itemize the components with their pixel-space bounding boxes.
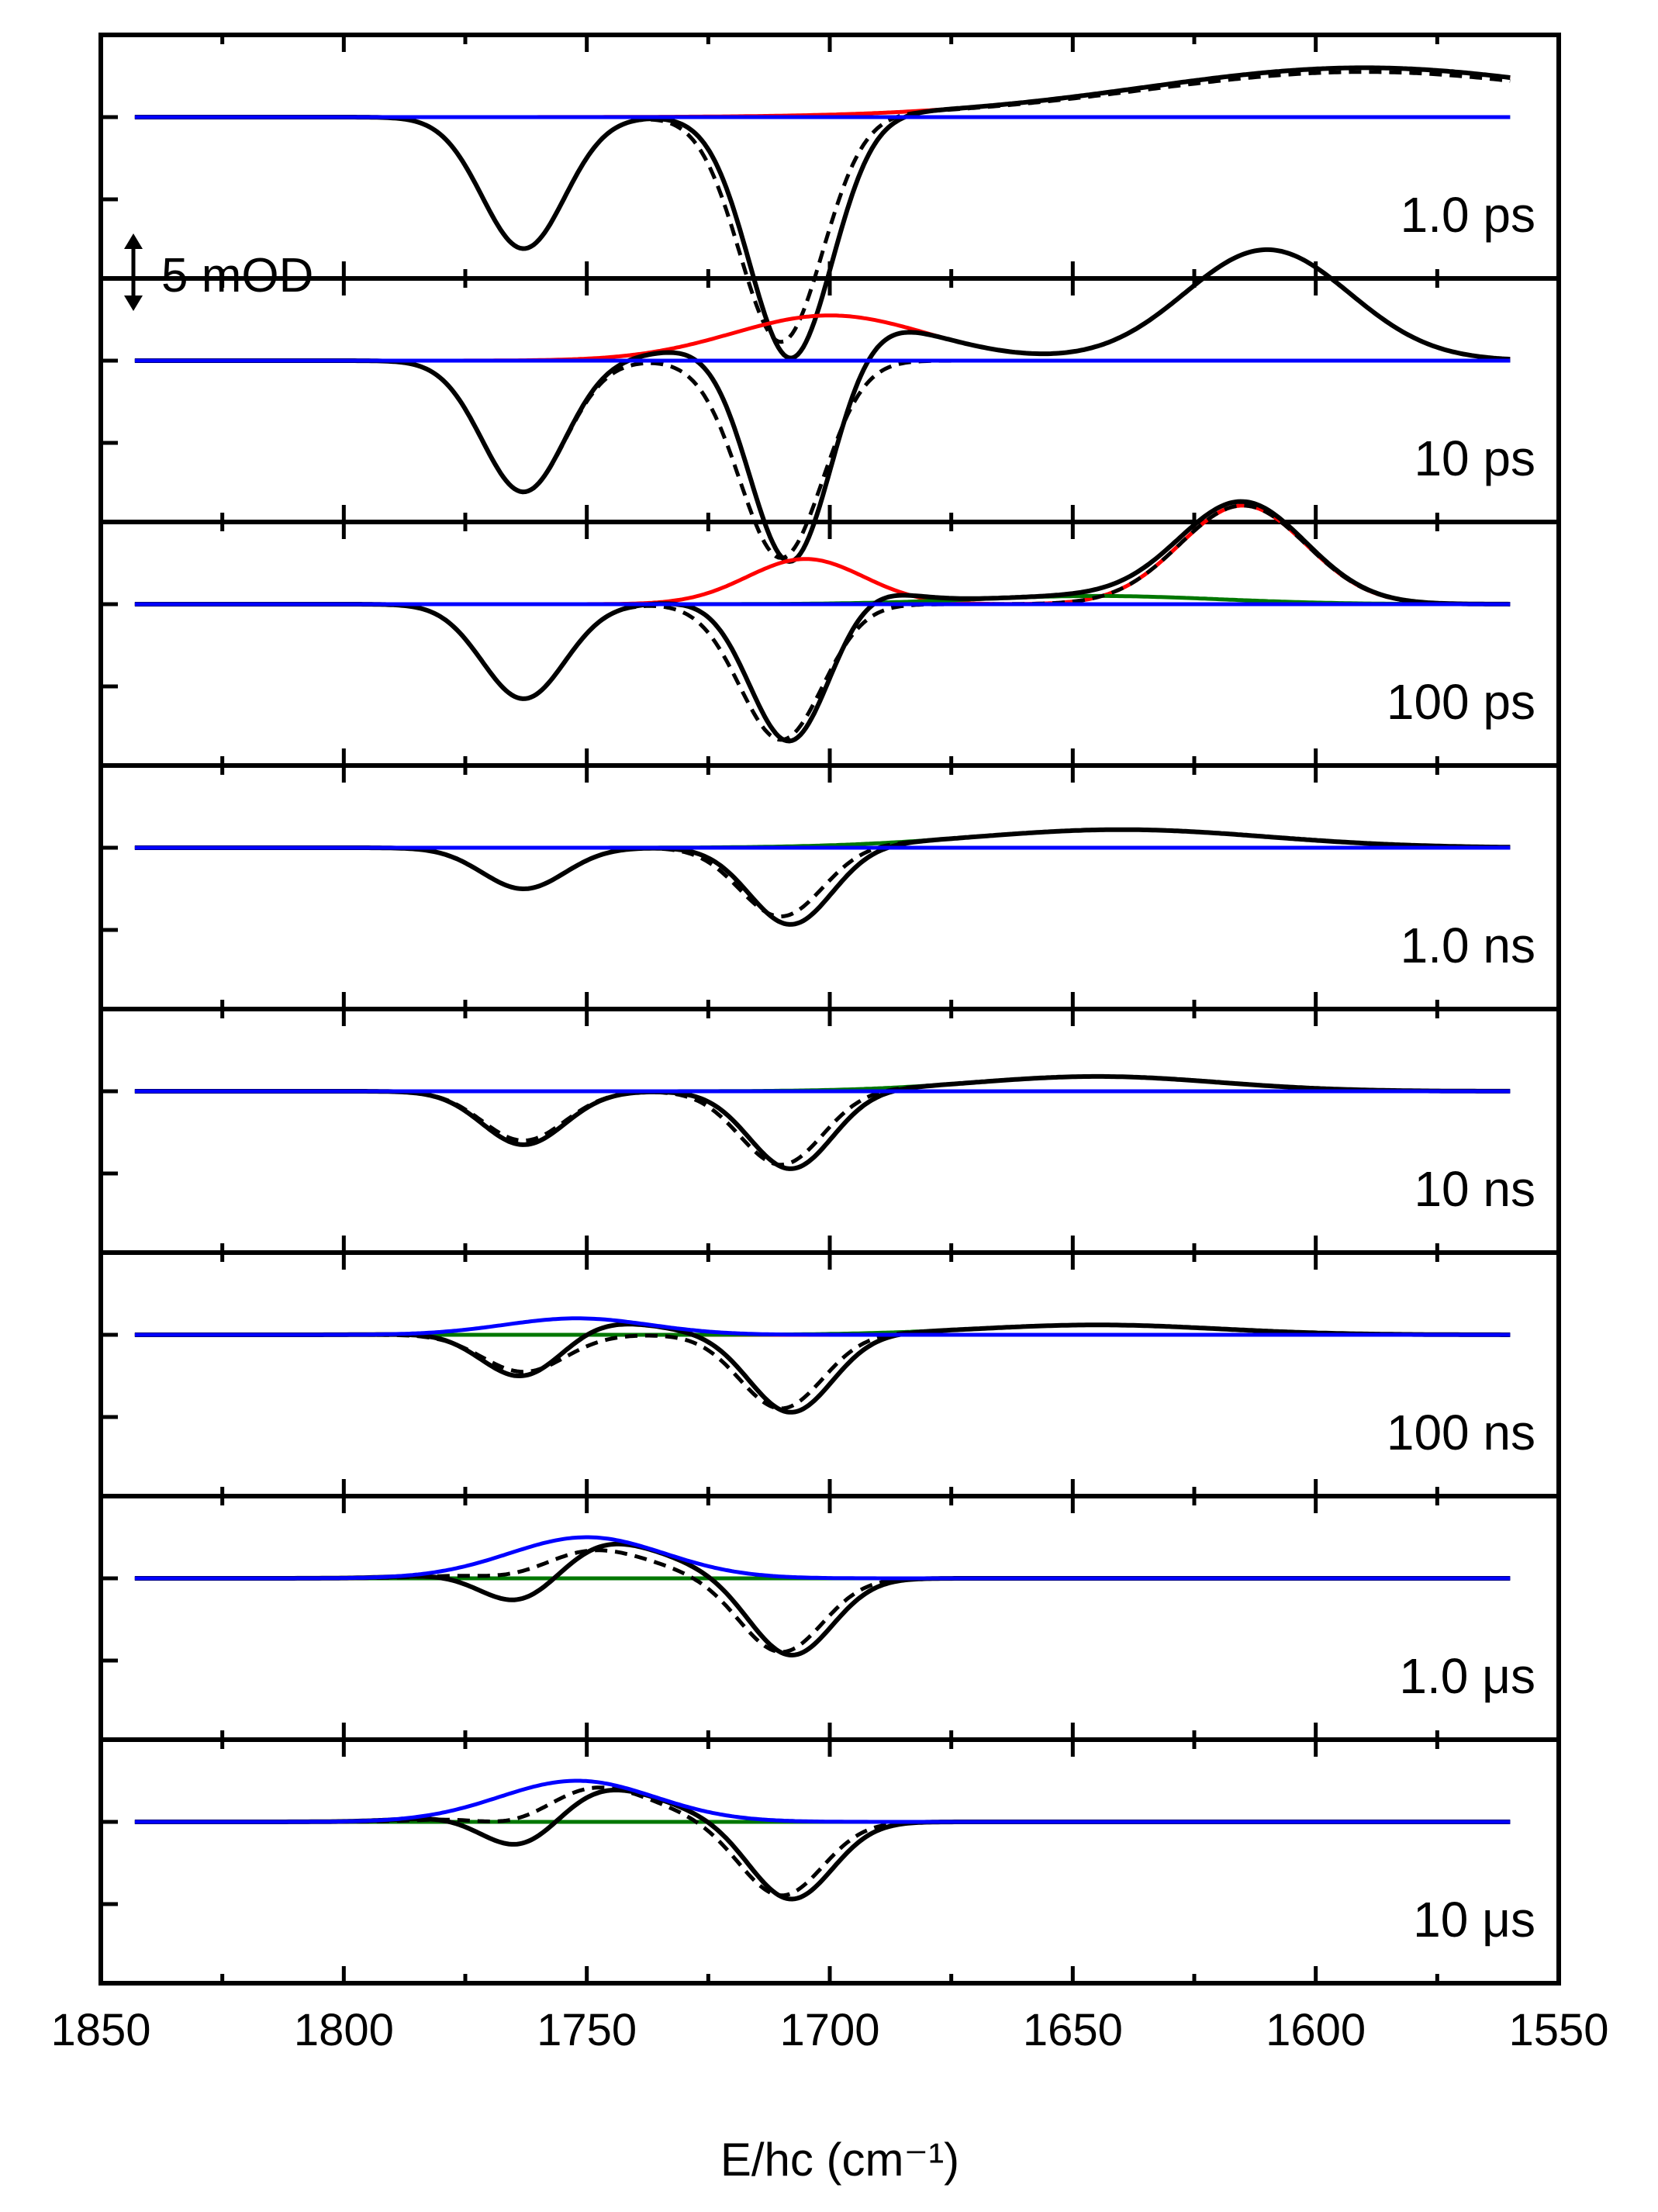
fit-dashed-trace (134, 503, 1511, 742)
red-trace (134, 65, 1511, 119)
x-tick-label: 1650 (1023, 2005, 1123, 2055)
panel-0: 1.0 ps 5 mOD (98, 33, 1561, 361)
x-axis-title: E/hc (cm⁻¹) (720, 2134, 959, 2186)
panel-frame (98, 1250, 1561, 1498)
panel-3: 1.0 ns (98, 763, 1561, 1011)
panel-frame (98, 1007, 1561, 1255)
panel-4: 10 ns (98, 1007, 1561, 1255)
panel-label: 1.0 ns (1401, 918, 1535, 973)
panel-5: 100 ns (98, 1250, 1561, 1498)
panel-label: 10 ns (1414, 1161, 1535, 1217)
bleach-trace (134, 1787, 1511, 1902)
panels-group: 1.0 ps 5 mOD 10 ps 100 ps 1.0 ns 10 ns 100 ns 1… (98, 33, 1561, 1986)
panel-frame (98, 763, 1561, 1011)
bleach-trace (134, 499, 1511, 744)
red-trace (134, 247, 1511, 363)
panel-1: 10 ps (98, 247, 1561, 565)
bleach-trace (134, 1322, 1511, 1415)
x-tick-label: 1700 (779, 2005, 879, 2055)
fit-dashed-trace (134, 1322, 1511, 1411)
blue-trace (134, 1316, 1511, 1337)
panel-frame (98, 520, 1561, 768)
panel-label: 10 μs (1413, 1892, 1535, 1948)
panel-7: 10 μs (98, 1737, 1561, 1986)
x-tick-label: 1850 (50, 2005, 150, 2055)
scale-bar-arrow-up (124, 233, 143, 249)
panel-frame (98, 1494, 1561, 1742)
scale-bar-label: 5 mOD (161, 249, 313, 302)
x-axis: 1850 1800 1750 1700 1650 1600 1550 (50, 2005, 1608, 2055)
panel-label: 100 ns (1387, 1405, 1535, 1460)
panel-label: 1.0 ps (1401, 187, 1535, 243)
x-tick-label: 1800 (294, 2005, 394, 2055)
scale-bar-arrow-down (124, 296, 143, 311)
panel-label: 1.0 μs (1399, 1648, 1535, 1704)
blue-trace (134, 1778, 1511, 1824)
panel-2: 100 ps (98, 499, 1561, 768)
panel-label: 10 ps (1414, 430, 1535, 486)
panel-6: 1.0 μs (98, 1494, 1561, 1742)
x-tick-label: 1550 (1508, 2005, 1608, 2055)
bleach-trace (134, 1541, 1511, 1658)
blue-trace (134, 1535, 1511, 1581)
panel-label: 100 ps (1387, 674, 1535, 730)
x-tick-label: 1600 (1266, 2005, 1366, 2055)
fit-dashed-trace (134, 358, 1511, 560)
x-tick-label: 1750 (537, 2005, 637, 2055)
